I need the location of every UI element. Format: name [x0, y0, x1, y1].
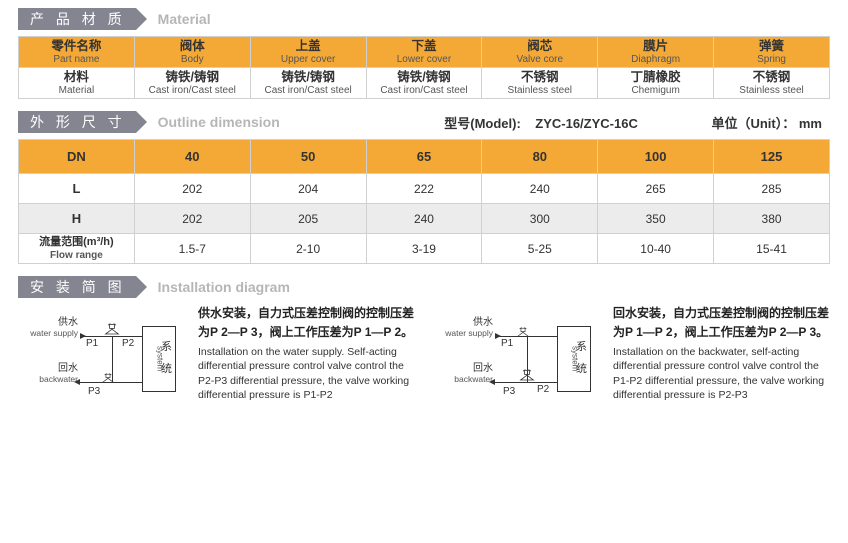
section-material: 产 品 材 质 Material [18, 8, 830, 30]
desc-left-cn: 供水安装，自力式压差控制阀的控制压差为P 2—P 3，阀上工作压差为P 1—P … [198, 304, 415, 341]
table-cell: 350 [598, 204, 714, 234]
table-header: 零件名称Part name [19, 37, 135, 68]
table-header: DN [19, 140, 135, 174]
dimension-badge: 外 形 尺 寸 [18, 111, 136, 133]
table-cell: 15-41 [714, 234, 830, 264]
table-cell: 丁腈橡胶Chemigum [598, 68, 714, 99]
row-label: L [19, 174, 135, 204]
row-label: H [19, 204, 135, 234]
table-cell: 5-25 [482, 234, 598, 264]
diagram-supply: 供水water supply回水backwatersystem系统P1P2P3 [18, 304, 188, 414]
install-en: Installation diagram [158, 279, 290, 295]
dimension-en: Outline dimension [158, 114, 280, 130]
table-cell: 铸铁/铸钢Cast iron/Cast steel [250, 68, 366, 99]
unit-value: mm [799, 116, 822, 131]
table-header: 膜片Diaphragm [598, 37, 714, 68]
table-header: 阀体Body [134, 37, 250, 68]
section-install: 安 装 简 图 Installation diagram [18, 276, 830, 298]
row-label: 流量范围(m³/h)Flow range [19, 234, 135, 264]
unit-label: 单位（Unit）： [711, 116, 795, 131]
table-header: 40 [134, 140, 250, 174]
desc-left-en: Installation on the water supply. Self-a… [198, 345, 415, 402]
material-table: 零件名称Part name阀体Body上盖Upper cover下盖Lower … [18, 36, 830, 99]
table-cell: 2-10 [250, 234, 366, 264]
table-cell: 1.5-7 [134, 234, 250, 264]
table-header: 阀芯Valve core [482, 37, 598, 68]
table-cell: 铸铁/铸钢Cast iron/Cast steel [366, 68, 482, 99]
table-cell: 380 [714, 204, 830, 234]
table-cell: 240 [482, 174, 598, 204]
table-header: 50 [250, 140, 366, 174]
desc-right: 回水安装，自力式压差控制阀的控制压差为P 1—P 2，阀上工作压差为P 2—P … [613, 304, 830, 414]
table-cell: 285 [714, 174, 830, 204]
table-cell: 205 [250, 204, 366, 234]
table-header: 下盖Lower cover [366, 37, 482, 68]
install-left: 供水water supply回水backwatersystem系统P1P2P3 … [18, 304, 415, 414]
table-cell: 202 [134, 174, 250, 204]
table-cell: 3-19 [366, 234, 482, 264]
table-cell: 265 [598, 174, 714, 204]
table-cell: 204 [250, 174, 366, 204]
table-header: 100 [598, 140, 714, 174]
table-header: 上盖Upper cover [250, 37, 366, 68]
table-header: 65 [366, 140, 482, 174]
table-header: 80 [482, 140, 598, 174]
table-header: 125 [714, 140, 830, 174]
table-header: 弹簧Spring [714, 37, 830, 68]
model-label: 型号(Model): [444, 116, 521, 131]
table-cell: 不锈钢Stainless steel [714, 68, 830, 99]
dimension-table: DN40506580100125 L202204222240265285 H20… [18, 139, 830, 264]
material-en: Material [158, 11, 211, 27]
table-cell: 不锈钢Stainless steel [482, 68, 598, 99]
material-badge: 产 品 材 质 [18, 8, 136, 30]
section-dimension: 外 形 尺 寸 Outline dimension 型号(Model): ZYC… [18, 111, 830, 133]
table-cell: 10-40 [598, 234, 714, 264]
install-badge: 安 装 简 图 [18, 276, 136, 298]
table-cell: 202 [134, 204, 250, 234]
table-cell: 300 [482, 204, 598, 234]
desc-right-en: Installation on the backwater, self-acti… [613, 345, 830, 402]
table-cell: 铸铁/铸钢Cast iron/Cast steel [134, 68, 250, 99]
table-cell: 222 [366, 174, 482, 204]
desc-right-cn: 回水安装，自力式压差控制阀的控制压差为P 1—P 2，阀上工作压差为P 2—P … [613, 304, 830, 341]
install-wrap: 供水water supply回水backwatersystem系统P1P2P3 … [18, 304, 830, 414]
table-cell: 240 [366, 204, 482, 234]
model-line: 型号(Model): ZYC-16/ZYC-16C 单位（Unit）： mm [444, 113, 822, 132]
model-value: ZYC-16/ZYC-16C [535, 116, 638, 131]
diagram-backwater: 供水water supply回水backwatersystem系统P1P2P3 [433, 304, 603, 414]
desc-left: 供水安装，自力式压差控制阀的控制压差为P 2—P 3，阀上工作压差为P 1—P … [198, 304, 415, 414]
table-cell: 材料Material [19, 68, 135, 99]
install-right: 供水water supply回水backwatersystem系统P1P2P3 … [433, 304, 830, 414]
